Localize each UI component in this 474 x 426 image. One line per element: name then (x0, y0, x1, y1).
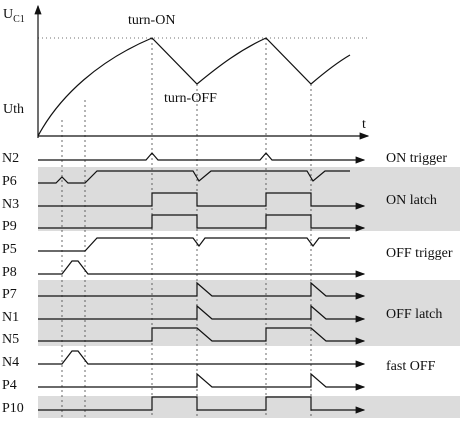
group-label: ON trigger (386, 151, 447, 166)
turn-off-label: turn-OFF (164, 91, 217, 106)
group-label: OFF latch (386, 307, 442, 322)
signal-label: P5 (2, 242, 17, 257)
signal-label: P10 (2, 401, 24, 416)
signal-label: N2 (2, 151, 19, 166)
signal-label: P8 (2, 265, 17, 280)
waveforms (38, 152, 366, 414)
y-label-main: U (3, 7, 13, 22)
top-plot: UC1 Uth t turn-ON turn-OFF (3, 4, 370, 140)
signal-label: N5 (2, 332, 19, 347)
signal-labels: N2 P6 N3 P9 P5 P8 P7 N1 N5 N4 P4 P10 (2, 151, 24, 416)
turn-on-label: turn-ON (128, 13, 175, 28)
group-labels: ON trigger ON latch OFF trigger OFF latc… (386, 151, 453, 374)
signal-label: N3 (2, 197, 19, 212)
signal-label: P4 (2, 378, 17, 393)
threshold-label: Uth (3, 102, 24, 117)
bands (38, 167, 460, 418)
signal-label: P9 (2, 219, 17, 234)
x-label: t (362, 117, 366, 132)
signal-label: P6 (2, 174, 17, 189)
group-label: fast OFF (386, 359, 436, 374)
y-label: UC1 (3, 7, 25, 25)
group-label: ON latch (386, 193, 437, 208)
signal-label: P7 (2, 287, 17, 302)
y-label-sub: C1 (13, 14, 25, 25)
signal-label: N1 (2, 310, 19, 325)
signal-label: N4 (2, 355, 19, 370)
group-label: OFF trigger (386, 246, 453, 261)
